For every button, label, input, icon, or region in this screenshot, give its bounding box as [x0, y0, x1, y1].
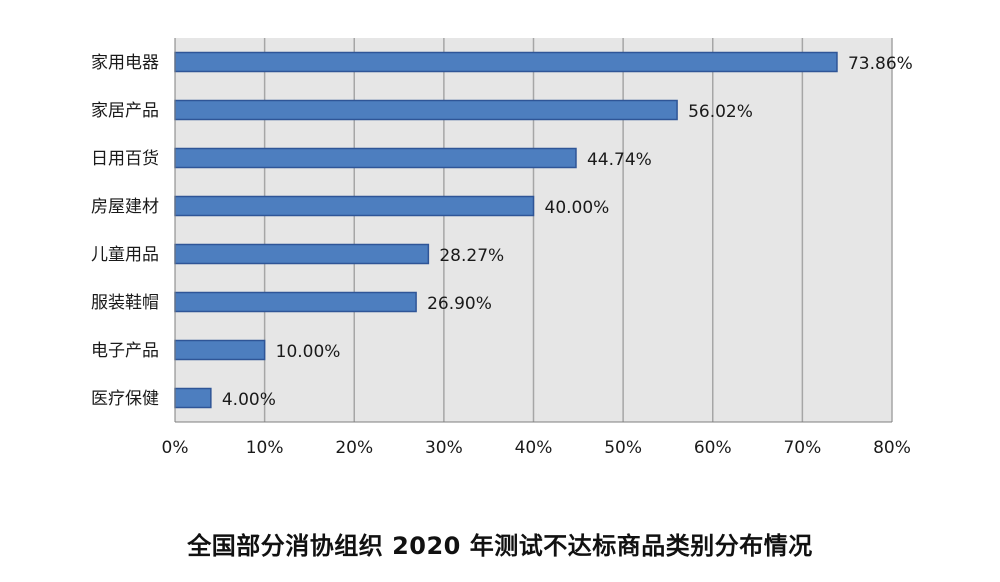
- bar: [174, 51, 838, 73]
- value-labels: 73.86% 56.02% 44.74% 40.00% 28.27% 26.90% 10.0…: [222, 54, 913, 410]
- category-label: 服装鞋帽: [91, 293, 159, 313]
- category-label: 儿童用品: [91, 245, 159, 265]
- value-label: 73.86%: [848, 54, 913, 74]
- value-label: 10.00%: [276, 342, 341, 362]
- x-tick-label: 70%: [783, 438, 821, 458]
- bar: [174, 195, 535, 217]
- bar: [174, 99, 678, 121]
- category-label: 医疗保健: [91, 389, 159, 409]
- value-label: 26.90%: [427, 294, 492, 314]
- x-axis-tick-labels: 0% 10% 20% 30% 40% 50% 60% 70% 80%: [162, 438, 911, 458]
- x-tick-label: 0%: [162, 438, 189, 458]
- x-tick-label: 60%: [694, 438, 732, 458]
- value-label: 56.02%: [688, 102, 753, 122]
- bar: [174, 243, 430, 265]
- chart-title: 全国部分消协组织 2020 年测试不达标商品类别分布情况: [187, 532, 813, 560]
- x-tick-label: 50%: [604, 438, 642, 458]
- x-tick-label: 80%: [873, 438, 911, 458]
- bars: [174, 51, 838, 409]
- category-label: 电子产品: [91, 341, 159, 361]
- category-label: 家用电器: [91, 53, 159, 73]
- bar: [174, 387, 212, 409]
- x-tick-label: 40%: [515, 438, 553, 458]
- bar: [174, 339, 266, 361]
- category-label: 房屋建材: [91, 197, 159, 217]
- bar: [174, 147, 577, 169]
- x-tick-label: 10%: [246, 438, 284, 458]
- category-label: 家居产品: [91, 101, 159, 121]
- x-tick-label: 20%: [335, 438, 373, 458]
- value-label: 4.00%: [222, 390, 276, 410]
- bar: [174, 291, 417, 313]
- value-label: 40.00%: [545, 198, 610, 218]
- x-tick-label: 30%: [425, 438, 463, 458]
- value-label: 28.27%: [439, 246, 504, 266]
- value-label: 44.74%: [587, 150, 652, 170]
- category-label: 日用百货: [91, 149, 159, 169]
